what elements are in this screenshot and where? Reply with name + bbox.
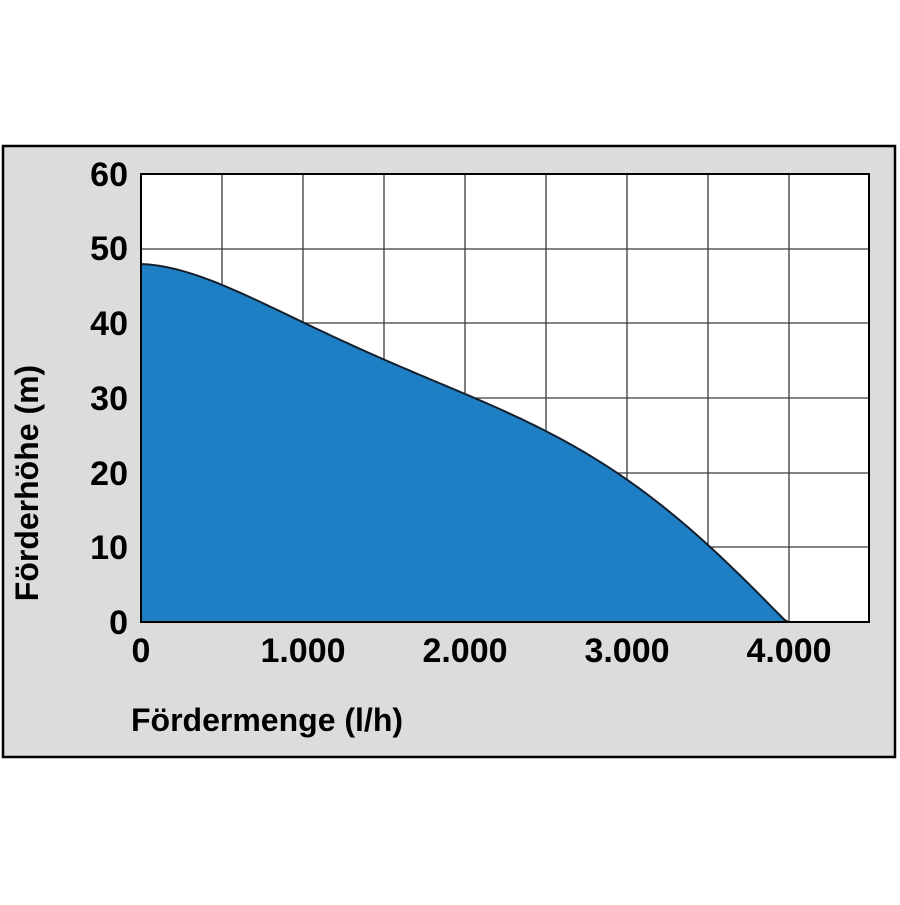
svg-text:10: 10 xyxy=(90,529,128,567)
svg-text:Fördermenge (l/h): Fördermenge (l/h) xyxy=(131,702,403,738)
svg-text:30: 30 xyxy=(90,380,128,418)
svg-text:2.000: 2.000 xyxy=(422,632,507,670)
svg-text:4.000: 4.000 xyxy=(746,632,831,670)
svg-text:3.000: 3.000 xyxy=(584,632,669,670)
svg-text:0: 0 xyxy=(132,632,151,670)
svg-text:40: 40 xyxy=(90,305,128,343)
svg-text:60: 60 xyxy=(90,156,128,194)
svg-text:Förderhöhe (m): Förderhöhe (m) xyxy=(9,365,45,601)
svg-text:1.000: 1.000 xyxy=(260,632,345,670)
svg-text:0: 0 xyxy=(109,604,128,642)
svg-text:50: 50 xyxy=(90,230,128,268)
svg-text:20: 20 xyxy=(90,455,128,493)
